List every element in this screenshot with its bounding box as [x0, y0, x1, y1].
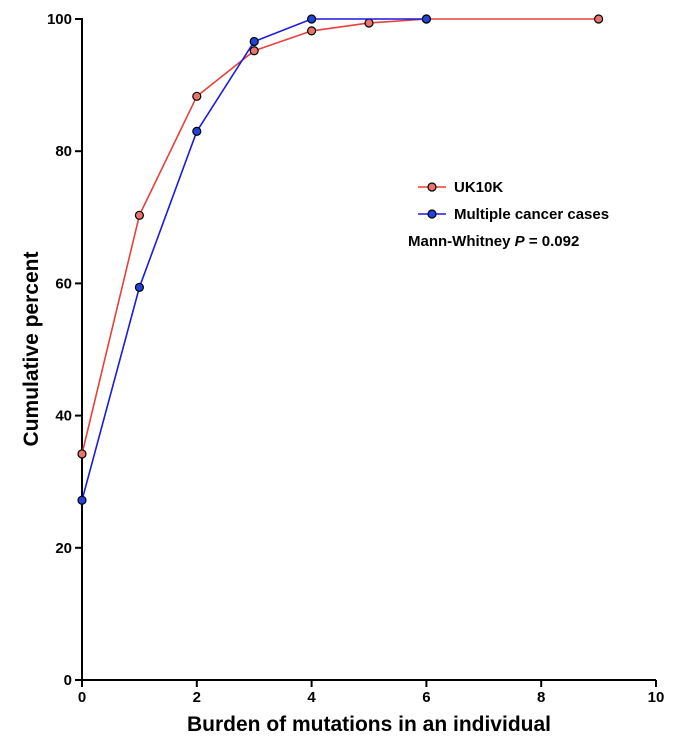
x-tick-label: 10 — [648, 689, 665, 706]
legend: UK10K Multiple cancer cases — [418, 179, 609, 223]
data-point-uk10k — [593, 14, 604, 24]
x-tick-label: 8 — [537, 689, 545, 706]
x-tick-label: 4 — [307, 689, 316, 706]
mann-whitney-annotation: Mann-Whitney P = 0.092 — [408, 233, 579, 250]
y-tick-label: 60 — [55, 275, 72, 292]
y-tick-label: 40 — [55, 408, 72, 425]
data-point-uk10k — [364, 18, 374, 28]
data-point-multiple-cancer-cases — [192, 126, 202, 136]
annotation-prefix: Mann-Whitney — [408, 233, 515, 250]
legend-label-uk10k: UK10K — [454, 179, 503, 196]
data-point-uk10k — [307, 26, 317, 36]
y-tick-label: 100 — [47, 11, 72, 28]
data-point-multiple-cancer-cases — [249, 36, 259, 47]
legend-marker-multiple-cancer-cases — [427, 209, 437, 219]
y-axis-title: Cumulative percent — [20, 252, 43, 447]
data-point-multiple-cancer-cases — [77, 495, 87, 505]
x-tick-label: 2 — [193, 689, 201, 706]
x-axis-title: Burden of mutations in an individual — [187, 713, 551, 736]
y-tick-label: 0 — [64, 672, 72, 689]
x-tick-label: 0 — [78, 689, 86, 706]
y-tick-label: 80 — [55, 143, 72, 160]
data-point-multiple-cancer-cases — [307, 14, 317, 24]
annotation-suffix: = 0.092 — [525, 233, 580, 250]
y-tick-label: 20 — [55, 540, 72, 557]
axes: 0 20 40 60 80 100 0 2 4 6 8 10 — [47, 11, 664, 706]
x-tick-label: 6 — [422, 689, 430, 706]
data-point-multiple-cancer-cases — [421, 14, 431, 24]
data-point-uk10k — [249, 46, 259, 56]
data-point-multiple-cancer-cases — [134, 282, 144, 292]
series-layer — [77, 14, 604, 505]
legend-marker-uk10k — [427, 182, 437, 192]
data-point-uk10k — [134, 210, 144, 220]
series-line-multiple-cancer-cases — [81, 18, 427, 501]
data-point-uk10k — [192, 91, 202, 101]
legend-label-multiple-cancer-cases: Multiple cancer cases — [454, 206, 609, 223]
series-multiple-cancer-cases — [77, 14, 431, 505]
annotation-stat: P — [515, 233, 526, 250]
data-point-uk10k — [77, 449, 87, 459]
